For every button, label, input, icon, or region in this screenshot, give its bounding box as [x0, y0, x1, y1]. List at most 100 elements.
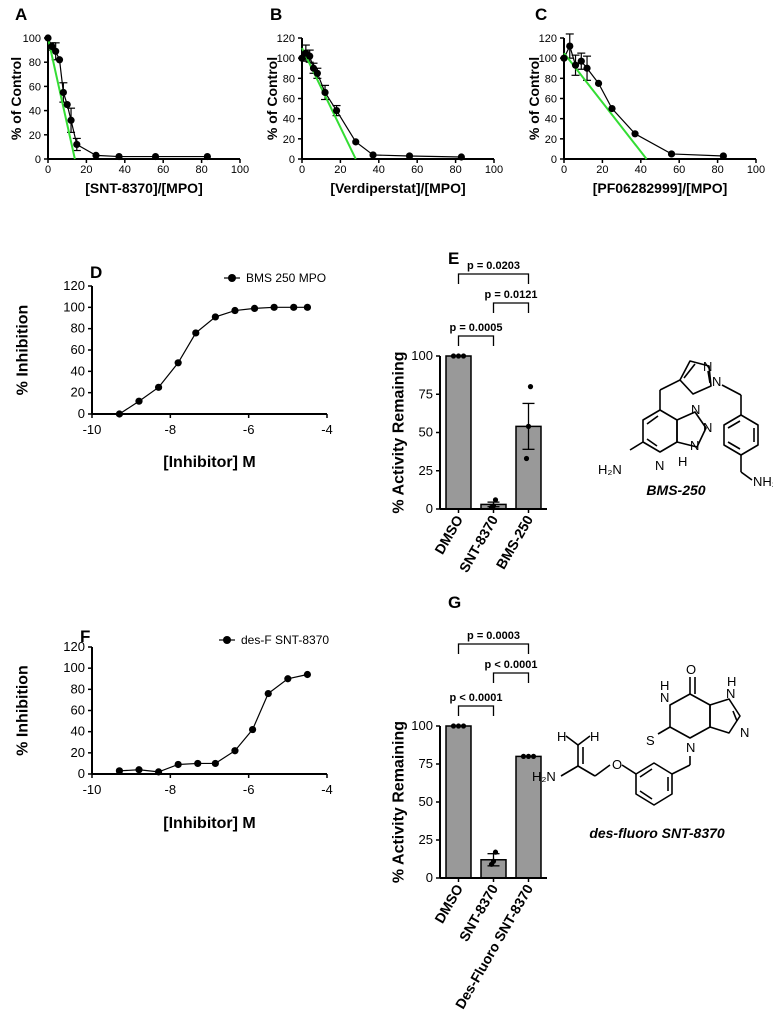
y-tick-label: 0 — [78, 766, 85, 781]
data-point — [313, 69, 321, 77]
data-point — [264, 689, 272, 698]
data-point — [231, 747, 239, 755]
atom-n: N — [690, 438, 699, 453]
x-tick-label: -6 — [243, 782, 255, 797]
data-point — [174, 359, 182, 367]
atom-n: N — [740, 725, 749, 740]
data-point — [211, 313, 219, 321]
data-point — [303, 303, 312, 311]
y-axis-label: % Inhibition — [15, 665, 32, 756]
x-tick-label: -10 — [83, 422, 102, 437]
bar — [515, 755, 542, 879]
data-point — [321, 88, 329, 97]
data-point — [48, 42, 56, 51]
y-axis-label: % Activity Remaining — [391, 351, 408, 513]
atom-n: N — [703, 420, 712, 435]
data-point — [566, 42, 574, 50]
data-point — [290, 303, 298, 311]
y-tick-label: 40 — [29, 106, 41, 118]
x-axis-label: [Inhibitor] M — [163, 454, 255, 471]
significance-bracket — [457, 643, 530, 654]
significance-bracket — [492, 302, 530, 313]
y-tick-label: 80 — [545, 73, 557, 85]
benzene-ring — [723, 414, 759, 456]
data-point — [594, 79, 603, 87]
y-tick-label: 40 — [283, 114, 295, 126]
bms-250-caption: BMS-250 — [646, 482, 705, 498]
atom-n: N — [691, 402, 700, 417]
p-value-label: p = 0.0121 — [485, 289, 538, 301]
y-tick-label: 0 — [426, 501, 433, 516]
x-tick-label: 60 — [411, 164, 423, 176]
replicate-point — [525, 753, 532, 760]
bms-250-structure: N N NH₂ N H₂N N N N H BMS-250 — [598, 359, 773, 498]
series-line — [119, 673, 308, 773]
x-tick-label: -8 — [165, 422, 177, 437]
y-tick-label: 80 — [71, 321, 85, 336]
data-point — [73, 140, 81, 149]
replicate-point — [455, 353, 462, 359]
y-tick-label: 80 — [283, 73, 295, 85]
atom-h: H — [727, 674, 736, 689]
data-point — [352, 138, 360, 146]
data-point — [115, 152, 123, 161]
x-tick-label: -10 — [83, 782, 102, 797]
data-point — [55, 56, 64, 64]
y-tick-label: 0 — [289, 154, 295, 166]
data-point — [577, 57, 585, 65]
atom-n: N — [686, 740, 695, 755]
replicate-point — [460, 723, 467, 729]
p-value-label: p = 0.0003 — [467, 630, 520, 642]
linear-fit-line — [563, 52, 648, 160]
x-tick-label: 0 — [299, 164, 305, 176]
linear-fit-line — [301, 47, 357, 160]
y-tick-label: 120 — [539, 33, 557, 45]
data-point — [309, 64, 318, 72]
y-tick-label: 50 — [419, 794, 433, 809]
atom-n: N — [660, 690, 669, 705]
y-tick-label: 100 — [411, 348, 433, 363]
x-axis-label: [Verdiperstat]/[MPO] — [330, 180, 465, 196]
x-tick-label: 60 — [157, 164, 169, 176]
data-point — [571, 61, 580, 69]
y-tick-label: 60 — [71, 703, 85, 718]
y-tick-label: 100 — [63, 299, 85, 314]
x-tick-label: -8 — [165, 782, 177, 797]
y-tick-label: 100 — [23, 33, 41, 45]
data-point — [115, 767, 124, 775]
legend-label: des-F SNT-8370 — [241, 633, 329, 647]
data-point — [284, 675, 292, 683]
data-point — [332, 107, 341, 115]
atom-h: H — [590, 729, 599, 744]
data-point — [457, 153, 465, 161]
x-category-label: DMSO — [431, 881, 466, 925]
replicate-point — [492, 849, 499, 855]
data-line — [301, 52, 462, 158]
y-tick-label: 100 — [539, 53, 557, 65]
data-point — [194, 759, 202, 768]
atom-o: O — [612, 757, 622, 772]
significance-bracket — [457, 705, 495, 716]
x-tick-label: -4 — [321, 422, 333, 437]
replicate-point — [527, 384, 534, 390]
y-tick-label: 40 — [71, 724, 85, 739]
y-tick-label: 20 — [545, 134, 557, 146]
data-point — [135, 766, 143, 774]
y-tick-label: 0 — [551, 154, 557, 166]
x-tick-label: 40 — [119, 164, 131, 176]
replicate-point — [450, 723, 457, 729]
x-tick-label: 40 — [635, 164, 647, 176]
replicate-point — [490, 503, 497, 509]
replicate-point — [450, 353, 457, 359]
data-point — [667, 150, 676, 158]
x-tick-label: 80 — [711, 164, 723, 176]
replicate-point — [520, 753, 527, 760]
x-tick-label: -4 — [321, 782, 333, 797]
x-tick-label: 100 — [231, 164, 249, 176]
data-point — [154, 768, 163, 776]
des-fluoro-snt-8370-structure: O N H N N H S N O H H H₂N des-fluoro SNT… — [532, 662, 749, 841]
pyrimidine-ring — [669, 693, 711, 739]
